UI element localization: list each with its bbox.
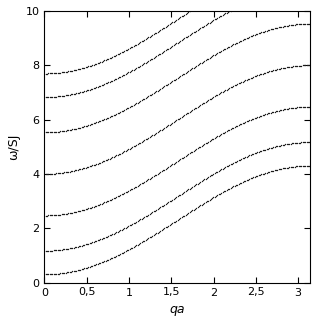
Y-axis label: ω/SJ: ω/SJ [7,134,20,160]
X-axis label: qa: qa [170,303,185,316]
